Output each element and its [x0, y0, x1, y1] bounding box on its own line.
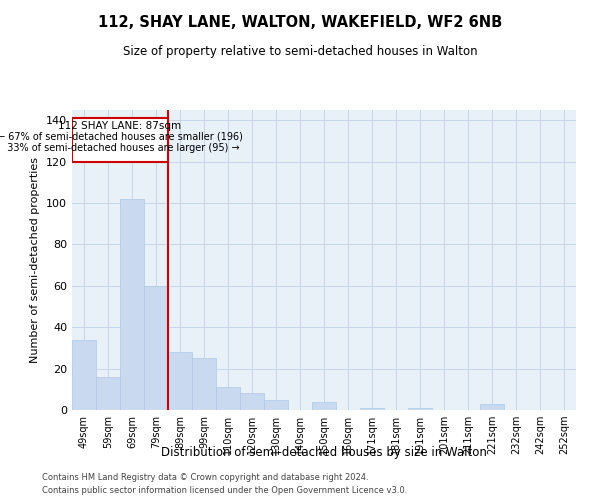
- Bar: [72, 118, 168, 162]
- Bar: [193, 358, 215, 410]
- Bar: [265, 400, 287, 410]
- Text: 112, SHAY LANE, WALTON, WAKEFIELD, WF2 6NB: 112, SHAY LANE, WALTON, WAKEFIELD, WF2 6…: [98, 15, 502, 30]
- Bar: [73, 340, 95, 410]
- Y-axis label: Number of semi-detached properties: Number of semi-detached properties: [31, 157, 40, 363]
- Text: Size of property relative to semi-detached houses in Walton: Size of property relative to semi-detach…: [122, 45, 478, 58]
- Bar: [217, 387, 239, 410]
- Bar: [169, 352, 191, 410]
- Text: ← 67% of semi-detached houses are smaller (196): ← 67% of semi-detached houses are smalle…: [0, 132, 243, 141]
- Text: 112 SHAY LANE: 87sqm: 112 SHAY LANE: 87sqm: [58, 122, 182, 132]
- Bar: [97, 377, 119, 410]
- Bar: [145, 286, 167, 410]
- Bar: [361, 408, 383, 410]
- Bar: [409, 408, 431, 410]
- Text: Distribution of semi-detached houses by size in Walton: Distribution of semi-detached houses by …: [161, 446, 487, 459]
- Bar: [241, 394, 263, 410]
- Bar: [481, 404, 503, 410]
- Text: 33% of semi-detached houses are larger (95) →: 33% of semi-detached houses are larger (…: [1, 143, 239, 153]
- Text: Contains public sector information licensed under the Open Government Licence v3: Contains public sector information licen…: [42, 486, 407, 495]
- Text: Contains HM Land Registry data © Crown copyright and database right 2024.: Contains HM Land Registry data © Crown c…: [42, 474, 368, 482]
- Bar: [121, 199, 143, 410]
- Bar: [313, 402, 335, 410]
